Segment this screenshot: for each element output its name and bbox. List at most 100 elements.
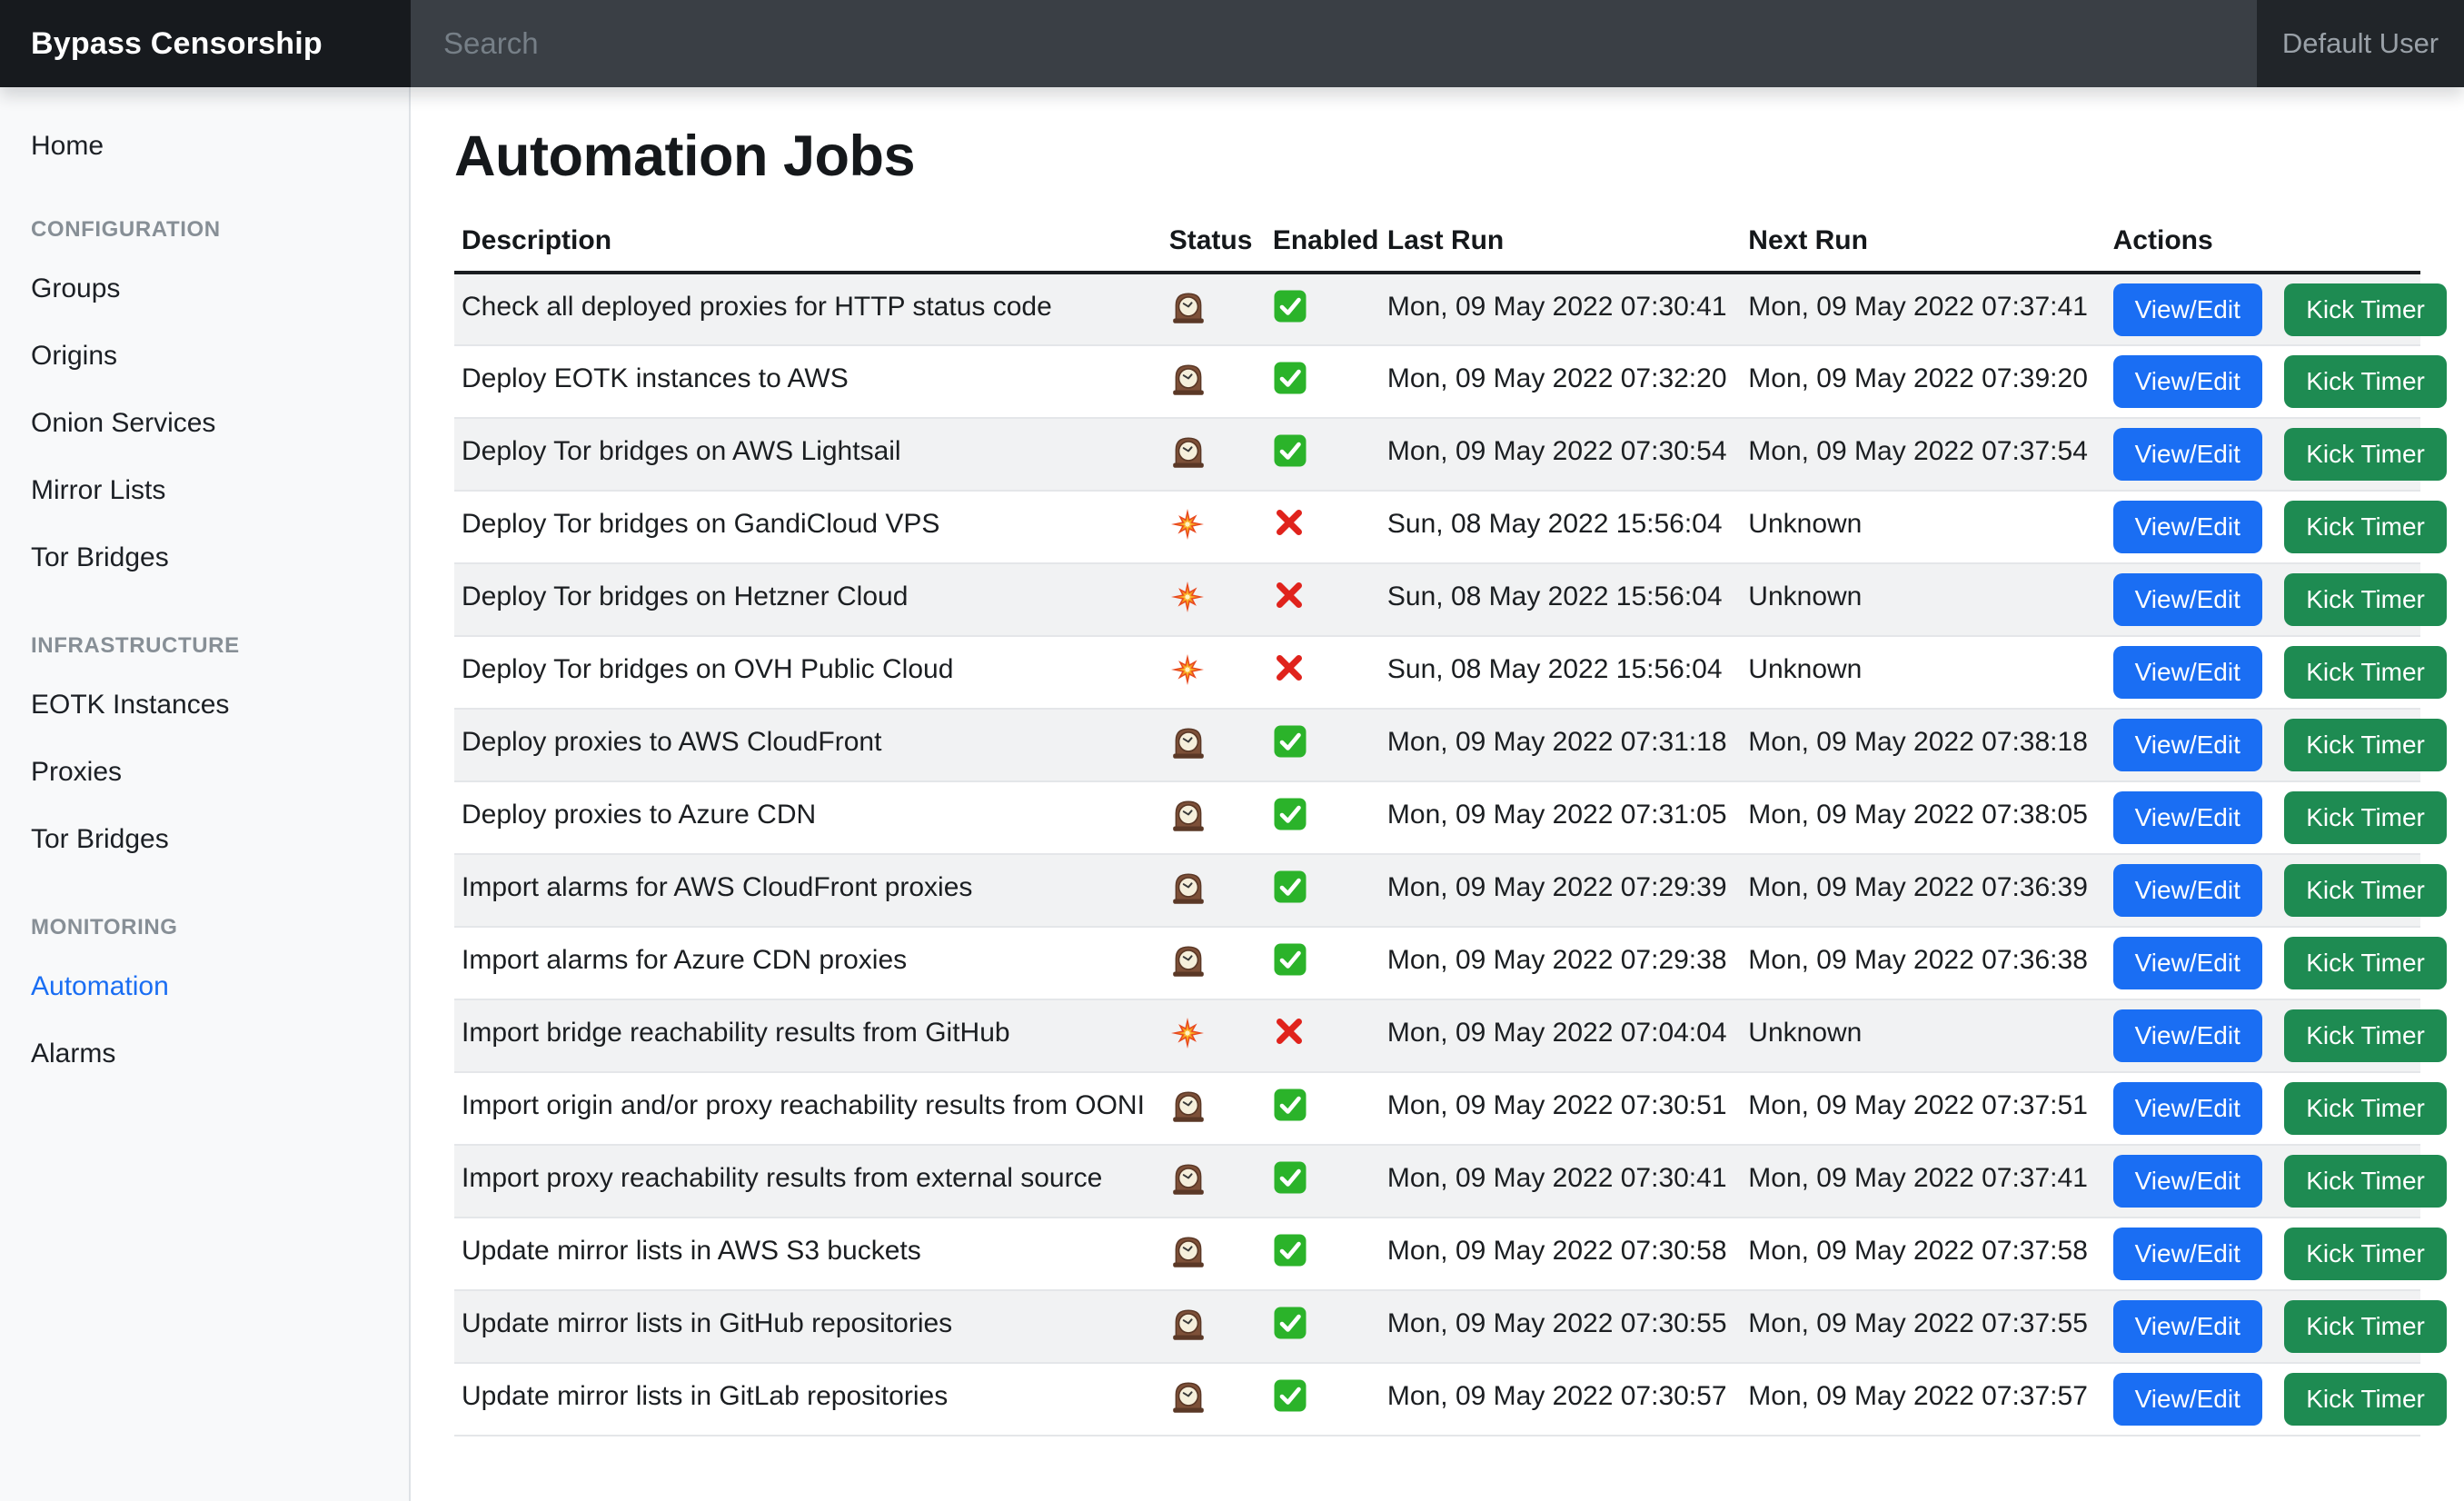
job-last-run: Sun, 08 May 2022 15:56:04 [1380,491,1741,563]
view-edit-button[interactable]: View/Edit [2113,283,2262,336]
job-description: Deploy proxies to AWS CloudFront [454,709,1162,781]
job-enabled [1266,273,1380,345]
status-clock-icon [1169,433,1207,472]
status-clock-icon [1169,1233,1207,1271]
view-edit-button[interactable]: View/Edit [2113,937,2262,989]
view-edit-button[interactable]: View/Edit [2113,646,2262,699]
table-row: Update mirror lists in GitHub repositori… [454,1290,2420,1363]
app-brand[interactable]: Bypass Censorship [0,0,411,87]
status-clock-icon [1169,870,1207,908]
kick-timer-button[interactable]: Kick Timer [2284,791,2447,844]
job-last-run: Mon, 09 May 2022 07:29:39 [1380,854,1741,927]
job-enabled [1266,927,1380,999]
job-status [1162,1218,1266,1290]
enabled-check-icon [1273,289,1307,323]
view-edit-button[interactable]: View/Edit [2113,1228,2262,1280]
view-edit-button[interactable]: View/Edit [2113,1155,2262,1208]
job-next-run: Mon, 09 May 2022 07:37:41 [1741,273,2105,345]
kick-timer-button[interactable]: Kick Timer [2284,1228,2447,1280]
kick-timer-button[interactable]: Kick Timer [2284,719,2447,771]
view-edit-button[interactable]: View/Edit [2113,501,2262,553]
sidebar-section-label: CONFIGURATION [31,204,409,255]
sidebar-item-automation[interactable]: Automation [31,953,409,1020]
job-status [1162,927,1266,999]
job-last-run: Mon, 09 May 2022 07:31:18 [1380,709,1741,781]
sidebar-section-label: MONITORING [31,902,409,953]
kick-timer-button[interactable]: Kick Timer [2284,573,2447,626]
sidebar-item-tor-bridges[interactable]: Tor Bridges [31,524,409,591]
kick-timer-button[interactable]: Kick Timer [2284,937,2447,989]
table-header-row: Description Status Enabled Last Run Next… [454,216,2420,273]
table-row: Deploy proxies to AWS CloudFront [454,709,2420,781]
status-clock-icon [1169,289,1207,327]
view-edit-button[interactable]: View/Edit [2113,355,2262,408]
view-edit-button[interactable]: View/Edit [2113,791,2262,844]
job-enabled [1266,636,1380,709]
job-next-run: Mon, 09 May 2022 07:36:38 [1741,927,2105,999]
sidebar-item-alarms[interactable]: Alarms [31,1020,409,1088]
sidebar-item-mirror-lists[interactable]: Mirror Lists [31,457,409,524]
sidebar-item-groups[interactable]: Groups [31,255,409,323]
view-edit-button[interactable]: View/Edit [2113,864,2262,917]
enabled-check-icon [1273,942,1307,977]
user-menu[interactable]: Default User [2257,0,2464,87]
column-header-next-run: Next Run [1741,216,2105,273]
sidebar-item-onion-services[interactable]: Onion Services [31,390,409,457]
column-header-status: Status [1162,216,1266,273]
view-edit-button[interactable]: View/Edit [2113,1082,2262,1135]
view-edit-button[interactable]: View/Edit [2113,1373,2262,1426]
job-last-run: Sun, 08 May 2022 15:56:04 [1380,636,1741,709]
enabled-check-icon [1273,361,1307,395]
status-clock-icon [1169,724,1207,762]
jobs-table: Description Status Enabled Last Run Next… [454,216,2420,1436]
enabled-check-icon [1273,870,1307,904]
job-actions: View/Edit Kick Timer [2106,491,2420,563]
view-edit-button[interactable]: View/Edit [2113,1009,2262,1062]
status-clock-icon [1169,942,1207,980]
kick-timer-button[interactable]: Kick Timer [2284,1155,2447,1208]
job-last-run: Mon, 09 May 2022 07:31:05 [1380,781,1741,854]
sidebar-item-home[interactable]: Home [31,117,409,175]
table-row: Update mirror lists in AWS S3 buckets [454,1218,2420,1290]
table-row: Import alarms for Azure CDN proxies [454,927,2420,999]
sidebar-item-eotk-instances[interactable]: EOTK Instances [31,671,409,739]
job-next-run: Mon, 09 May 2022 07:37:54 [1741,418,2105,491]
kick-timer-button[interactable]: Kick Timer [2284,646,2447,699]
table-row: Import alarms for AWS CloudFront proxies [454,854,2420,927]
job-status [1162,1290,1266,1363]
kick-timer-button[interactable]: Kick Timer [2284,1300,2447,1353]
status-collision-icon [1169,506,1206,542]
job-next-run: Mon, 09 May 2022 07:37:55 [1741,1290,2105,1363]
job-next-run: Unknown [1741,999,2105,1072]
job-last-run: Mon, 09 May 2022 07:30:57 [1380,1363,1741,1436]
job-next-run: Unknown [1741,491,2105,563]
sidebar-item-proxies[interactable]: Proxies [31,739,409,806]
job-description: Update mirror lists in GitLab repositori… [454,1363,1162,1436]
kick-timer-button[interactable]: Kick Timer [2284,428,2447,481]
sidebar-item-tor-bridges[interactable]: Tor Bridges [31,806,409,873]
kick-timer-button[interactable]: Kick Timer [2284,864,2447,917]
view-edit-button[interactable]: View/Edit [2113,573,2262,626]
job-last-run: Mon, 09 May 2022 07:32:20 [1380,345,1741,418]
search-input[interactable] [411,0,2257,87]
job-actions: View/Edit Kick Timer [2106,781,2420,854]
job-status [1162,1072,1266,1145]
kick-timer-button[interactable]: Kick Timer [2284,283,2447,336]
kick-timer-button[interactable]: Kick Timer [2284,1373,2447,1426]
status-clock-icon [1169,797,1207,835]
table-row: Deploy Tor bridges on AWS Lightsail [454,418,2420,491]
view-edit-button[interactable]: View/Edit [2113,719,2262,771]
view-edit-button[interactable]: View/Edit [2113,1300,2262,1353]
job-last-run: Mon, 09 May 2022 07:30:58 [1380,1218,1741,1290]
job-actions: View/Edit Kick Timer [2106,999,2420,1072]
enabled-check-icon [1273,1306,1307,1340]
enabled-check-icon [1273,1378,1307,1413]
sidebar-item-origins[interactable]: Origins [31,323,409,390]
kick-timer-button[interactable]: Kick Timer [2284,1082,2447,1135]
column-header-description: Description [454,216,1162,273]
job-enabled [1266,854,1380,927]
kick-timer-button[interactable]: Kick Timer [2284,1009,2447,1062]
kick-timer-button[interactable]: Kick Timer [2284,355,2447,408]
kick-timer-button[interactable]: Kick Timer [2284,501,2447,553]
view-edit-button[interactable]: View/Edit [2113,428,2262,481]
